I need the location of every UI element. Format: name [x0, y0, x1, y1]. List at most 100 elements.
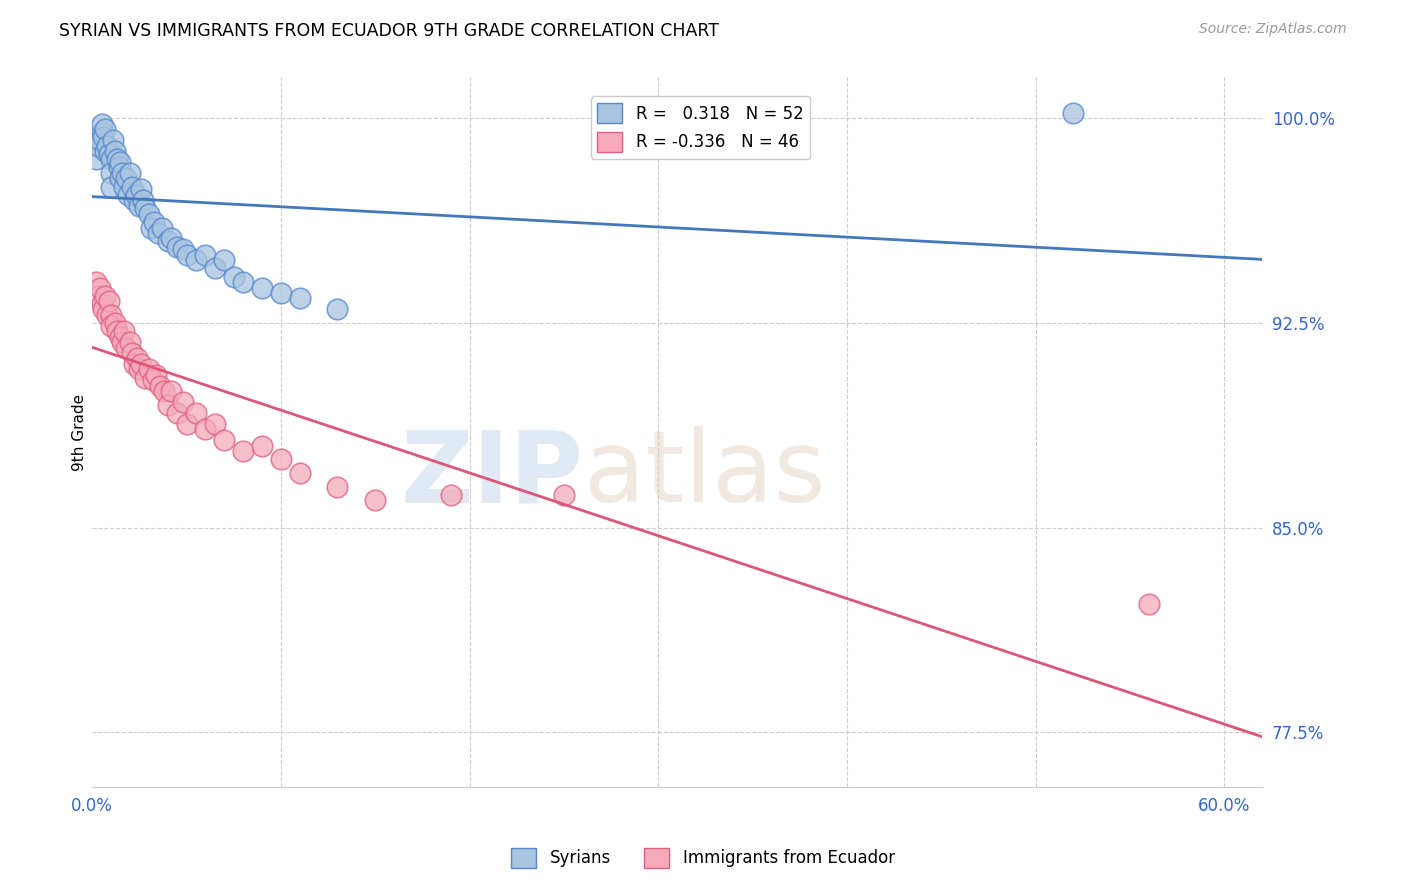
Point — [98, 294, 121, 309]
Point — [134, 202, 156, 216]
Point — [87, 289, 110, 303]
Point — [100, 153, 122, 167]
Point — [150, 220, 173, 235]
Point — [160, 384, 183, 399]
Point — [105, 324, 128, 338]
Point — [111, 166, 134, 180]
Point — [121, 346, 143, 360]
Text: ZIP: ZIP — [401, 426, 583, 524]
Point — [90, 117, 112, 131]
Point — [138, 207, 160, 221]
Point — [101, 133, 124, 147]
Point — [89, 280, 111, 294]
Point — [139, 220, 162, 235]
Point — [156, 398, 179, 412]
Point — [115, 341, 138, 355]
Point — [143, 215, 166, 229]
Point — [132, 193, 155, 207]
Point — [172, 395, 194, 409]
Point — [1137, 597, 1160, 611]
Y-axis label: 9th Grade: 9th Grade — [72, 393, 87, 471]
Point — [214, 434, 236, 448]
Point — [232, 275, 254, 289]
Point — [124, 187, 146, 202]
Point — [176, 417, 198, 431]
Point — [204, 417, 226, 431]
Point — [160, 231, 183, 245]
Point — [87, 138, 110, 153]
Point — [214, 253, 236, 268]
Point — [96, 308, 118, 322]
Point — [129, 357, 152, 371]
Point — [270, 452, 292, 467]
Point — [326, 302, 349, 317]
Point — [184, 406, 207, 420]
Point — [176, 248, 198, 262]
Point — [100, 179, 122, 194]
Point — [148, 226, 170, 240]
Text: Source: ZipAtlas.com: Source: ZipAtlas.com — [1199, 22, 1347, 37]
Point — [364, 493, 387, 508]
Point — [117, 187, 139, 202]
Point — [250, 439, 273, 453]
Point — [93, 302, 115, 317]
Point — [232, 444, 254, 458]
Point — [145, 368, 167, 382]
Point — [222, 269, 245, 284]
Point — [166, 239, 188, 253]
Point — [112, 324, 135, 338]
Point — [100, 166, 122, 180]
Point — [115, 171, 138, 186]
Point — [100, 318, 122, 333]
Point — [156, 234, 179, 248]
Point — [166, 406, 188, 420]
Point — [204, 261, 226, 276]
Point — [288, 466, 311, 480]
Point — [121, 179, 143, 194]
Point — [94, 289, 117, 303]
Text: SYRIAN VS IMMIGRANTS FROM ECUADOR 9TH GRADE CORRELATION CHART: SYRIAN VS IMMIGRANTS FROM ECUADOR 9TH GR… — [59, 22, 718, 40]
Point — [440, 488, 463, 502]
Point — [110, 155, 132, 169]
Point — [84, 153, 107, 167]
Point — [94, 144, 117, 158]
Point — [153, 384, 176, 399]
Point — [90, 297, 112, 311]
Text: atlas: atlas — [583, 426, 825, 524]
Point — [128, 199, 150, 213]
Point — [250, 280, 273, 294]
Point — [104, 316, 127, 330]
Point — [1062, 106, 1084, 120]
Point — [100, 308, 122, 322]
Point — [149, 378, 172, 392]
Point — [118, 166, 141, 180]
Point — [111, 335, 134, 350]
Point — [112, 179, 135, 194]
Point — [89, 133, 111, 147]
Point — [90, 125, 112, 139]
Point — [288, 292, 311, 306]
Point — [104, 144, 127, 158]
Point — [194, 248, 217, 262]
Point — [122, 357, 145, 371]
Point — [194, 422, 217, 436]
Point — [110, 171, 132, 186]
Point — [93, 130, 115, 145]
Point — [84, 275, 107, 289]
Point — [98, 146, 121, 161]
Point — [553, 488, 575, 502]
Point — [105, 153, 128, 167]
Point — [107, 161, 129, 175]
Point — [184, 253, 207, 268]
Point — [128, 362, 150, 376]
Point — [326, 480, 349, 494]
Point — [118, 335, 141, 350]
Legend: Syrians, Immigrants from Ecuador: Syrians, Immigrants from Ecuador — [505, 841, 901, 875]
Point — [129, 182, 152, 196]
Point — [134, 370, 156, 384]
Point — [142, 373, 165, 387]
Point — [138, 362, 160, 376]
Point — [96, 138, 118, 153]
Point — [94, 122, 117, 136]
Point — [127, 351, 149, 366]
